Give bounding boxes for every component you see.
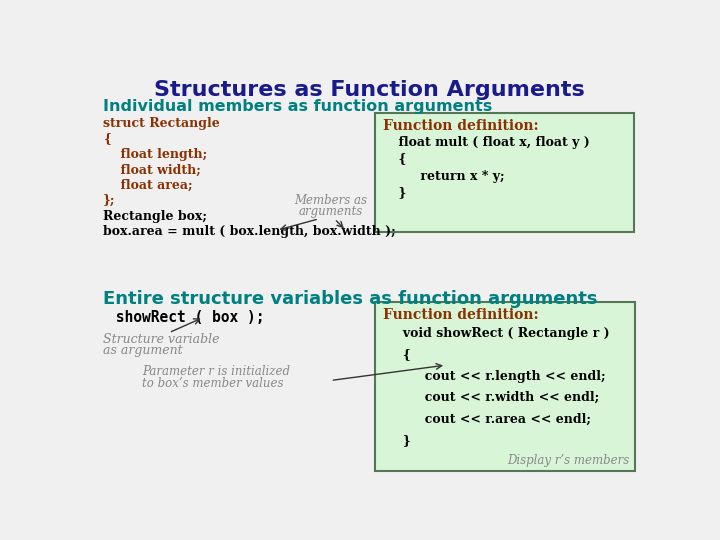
Text: float length;: float length; <box>102 148 207 161</box>
Text: arguments: arguments <box>298 205 363 218</box>
Text: to box’s member values: to box’s member values <box>142 377 284 390</box>
Text: struct Rectangle: struct Rectangle <box>102 117 220 130</box>
Text: {: { <box>382 348 411 361</box>
Text: void showRect ( Rectangle r ): void showRect ( Rectangle r ) <box>382 327 610 340</box>
Text: showRect ( box );: showRect ( box ); <box>107 309 265 325</box>
Text: float mult ( float x, float y ): float mult ( float x, float y ) <box>382 136 590 148</box>
Text: return x * y;: return x * y; <box>382 170 505 183</box>
Text: Individual members as function arguments: Individual members as function arguments <box>102 99 492 114</box>
Text: float width;: float width; <box>102 164 200 177</box>
Text: float area;: float area; <box>102 179 192 192</box>
Text: cout << r.length << endl;: cout << r.length << endl; <box>382 370 606 383</box>
Text: Function definition:: Function definition: <box>383 308 539 322</box>
Bar <box>375 112 634 232</box>
Text: cout << r.width << endl;: cout << r.width << endl; <box>382 392 600 404</box>
Text: };: }; <box>102 194 115 207</box>
Text: Display r’s members: Display r’s members <box>507 454 629 467</box>
Text: Structures as Function Arguments: Structures as Function Arguments <box>153 80 585 100</box>
Text: Parameter r is initialized: Parameter r is initialized <box>142 365 290 378</box>
Text: {: { <box>382 153 407 166</box>
Text: Function definition:: Function definition: <box>383 119 539 133</box>
Text: {: { <box>102 132 110 146</box>
Text: Entire structure variables as function arguments: Entire structure variables as function a… <box>102 289 597 308</box>
Text: cout << r.area << endl;: cout << r.area << endl; <box>382 413 591 426</box>
Text: }: } <box>382 186 407 199</box>
Text: Rectangle box;: Rectangle box; <box>102 210 207 222</box>
Text: as argument: as argument <box>102 345 182 357</box>
Text: Members as: Members as <box>294 194 367 207</box>
Text: box.area = mult ( box.length, box.width );: box.area = mult ( box.length, box.width … <box>102 225 395 238</box>
Bar <box>375 302 636 471</box>
Text: }: } <box>382 434 411 448</box>
Text: Structure variable: Structure variable <box>102 333 219 346</box>
